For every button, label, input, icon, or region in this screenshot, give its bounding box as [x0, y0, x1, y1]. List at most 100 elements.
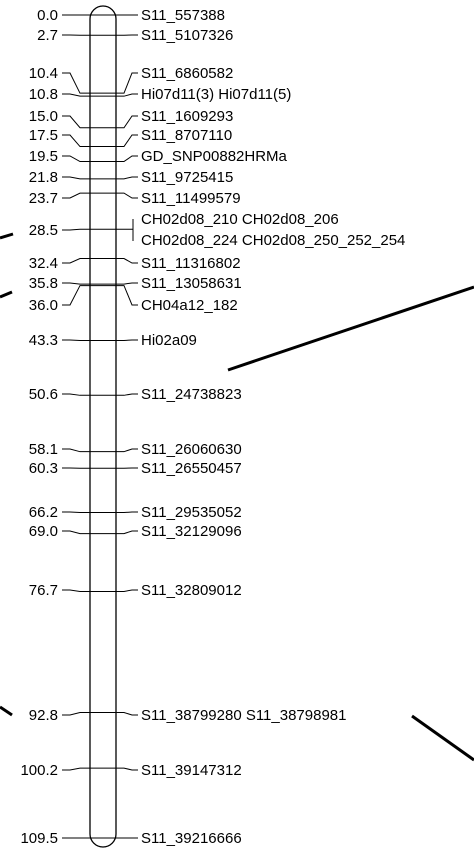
position-label: 15.0 — [29, 108, 58, 125]
marker-label: Hi07d11(3) Hi07d11(5) — [141, 86, 291, 103]
marker-label: S11_29535052 — [141, 504, 242, 521]
marker-label: S11_8707110 — [141, 127, 232, 144]
position-connector — [62, 228, 90, 231]
marker: 109.5 S11_39216666 — [20, 830, 241, 847]
position-label: 23.7 — [29, 190, 58, 207]
marker-label: S11_11316802 — [141, 255, 241, 272]
marker: 58.1 S11_26060630 — [29, 441, 242, 458]
connector-line — [411, 714, 474, 762]
connector-line — [227, 285, 474, 372]
marker-label: S11_26060630 — [141, 441, 242, 458]
marker-label: Hi02a09 — [141, 332, 197, 349]
position-label: 66.2 — [29, 504, 58, 521]
marker-label: S11_24738823 — [141, 386, 242, 403]
position-label: 92.8 — [29, 707, 58, 724]
marker-label: S11_39216666 — [141, 830, 242, 847]
position-connector — [62, 134, 90, 148]
position-label: 50.6 — [29, 386, 58, 403]
marker-label: S11_32809012 — [141, 582, 242, 599]
marker-label: S11_5107326 — [141, 27, 233, 44]
marker: 69.0 S11_32129096 — [29, 523, 242, 540]
position-label: 10.8 — [29, 86, 58, 103]
position-label: 36.0 — [29, 297, 58, 314]
marker-label: CH04a12_182 — [141, 297, 238, 314]
marker-label: S11_39147312 — [141, 762, 242, 779]
name-connector — [116, 285, 138, 306]
marker-label: GD_SNP00882HRMa — [141, 148, 288, 165]
position-label: 17.5 — [29, 127, 58, 144]
marker: 60.3 S11_26550457 — [29, 460, 242, 477]
marker-label: S11_32129096 — [141, 523, 242, 540]
position-connector — [62, 282, 90, 285]
position-label: 32.4 — [29, 255, 58, 272]
marker: 32.4 S11_11316802 — [29, 255, 241, 272]
marker: 21.8 S11_9725415 — [29, 169, 234, 186]
position-connector — [62, 93, 90, 97]
marker: 10.4 S11_6860582 — [29, 65, 233, 94]
position-connector — [62, 767, 90, 771]
marker: 43.3 Hi02a09 — [29, 332, 197, 349]
marker: 92.8 S11_38799280 S11_38798981 — [29, 707, 347, 724]
name-connector — [116, 72, 138, 94]
marker-layer: 0.0 S11_557388 2.7 S11_5107326 10.4 S11_68605… — [20, 7, 405, 847]
name-connector — [116, 115, 138, 129]
position-label: 76.7 — [29, 582, 58, 599]
marker: 36.0 CH04a12_182 — [29, 285, 238, 314]
position-label: 21.8 — [29, 169, 58, 186]
marker-label: S11_13058631 — [141, 275, 242, 292]
marker: 19.5 GD_SNP00882HRMa — [29, 148, 288, 165]
marker-label: S11_9725415 — [141, 169, 233, 186]
name-connector — [116, 530, 138, 535]
name-connector — [116, 192, 138, 199]
name-connector — [116, 511, 138, 514]
position-connector — [62, 258, 90, 264]
marker: 2.7 S11_5107326 — [37, 27, 233, 44]
marker: 15.0 S11_1609293 — [29, 108, 233, 129]
name-connector — [116, 589, 138, 592]
name-connector — [116, 282, 138, 285]
position-connector — [62, 530, 90, 535]
name-connector — [116, 176, 138, 180]
position-label: 43.3 — [29, 332, 58, 349]
connector-line — [0, 290, 13, 299]
position-label: 19.5 — [29, 148, 58, 165]
position-connector — [62, 176, 90, 180]
position-connector — [62, 155, 90, 163]
name-connector — [116, 134, 138, 148]
position-label: 109.5 — [20, 830, 58, 847]
marker-label: S11_557388 — [141, 7, 225, 24]
name-connector — [116, 393, 138, 396]
position-label: 10.4 — [29, 65, 58, 82]
marker: 100.2 S11_39147312 — [20, 762, 241, 779]
position-connector — [62, 72, 90, 94]
position-connector — [62, 589, 90, 592]
position-label: 69.0 — [29, 523, 58, 540]
marker-label: S11_1609293 — [141, 108, 233, 125]
position-label: 35.8 — [29, 275, 58, 292]
connector-line — [0, 232, 14, 240]
marker: 10.8 Hi07d11(3) Hi07d11(5) — [29, 86, 292, 103]
position-label: 0.0 — [37, 7, 58, 24]
connector-line — [0, 705, 13, 717]
marker: 35.8 S11_13058631 — [29, 275, 242, 292]
position-label: 100.2 — [20, 762, 58, 779]
position-connector — [62, 448, 90, 453]
marker-label: CH02d08_210 CH02d08_206 — [141, 211, 339, 228]
marker: 23.7 S11_11499579 — [29, 190, 241, 207]
position-label: 2.7 — [37, 27, 58, 44]
name-connector — [116, 448, 138, 453]
position-connector — [62, 115, 90, 129]
name-connector — [116, 711, 138, 716]
marker-label: S11_26550457 — [141, 460, 242, 477]
marker: 76.7 S11_32809012 — [29, 582, 242, 599]
name-connector — [116, 767, 138, 771]
position-label: 58.1 — [29, 441, 58, 458]
marker: 50.6 S11_24738823 — [29, 386, 242, 403]
marker: 17.5 S11_8707110 — [29, 127, 232, 148]
chromosome-bar — [89, 5, 117, 848]
position-connector — [62, 711, 90, 716]
marker-label: S11_6860582 — [141, 65, 233, 82]
marker: 66.2 S11_29535052 — [29, 504, 242, 521]
position-connector — [62, 511, 90, 514]
position-label: 60.3 — [29, 460, 58, 477]
